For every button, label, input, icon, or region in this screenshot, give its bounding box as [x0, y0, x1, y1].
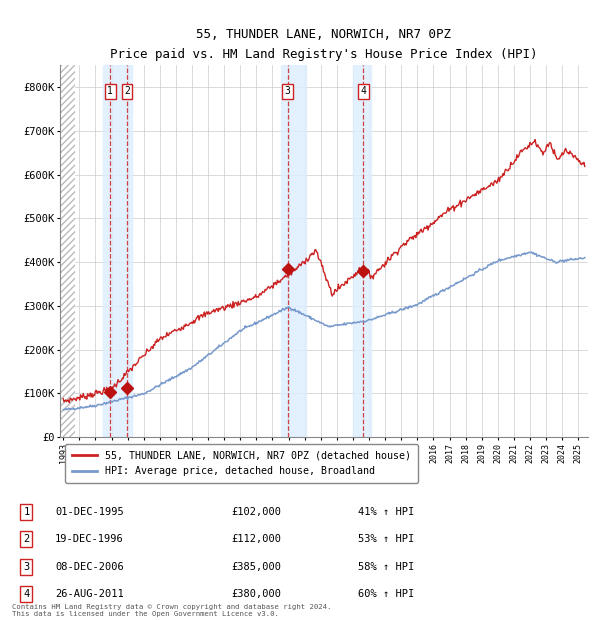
- Legend: 55, THUNDER LANE, NORWICH, NR7 0PZ (detached house), HPI: Average price, detache: 55, THUNDER LANE, NORWICH, NR7 0PZ (deta…: [65, 444, 418, 483]
- Bar: [52, 65, 75, 437]
- Text: 1: 1: [107, 86, 113, 96]
- Text: £385,000: £385,000: [231, 562, 281, 572]
- Text: 3: 3: [284, 86, 290, 96]
- Bar: [103, 65, 133, 437]
- Text: 2: 2: [124, 86, 130, 96]
- Text: £102,000: £102,000: [231, 507, 281, 517]
- Text: 58% ↑ HPI: 58% ↑ HPI: [358, 562, 414, 572]
- Text: 08-DEC-2006: 08-DEC-2006: [55, 562, 124, 572]
- Title: 55, THUNDER LANE, NORWICH, NR7 0PZ
Price paid vs. HM Land Registry's House Price: 55, THUNDER LANE, NORWICH, NR7 0PZ Price…: [110, 28, 538, 61]
- Text: £112,000: £112,000: [231, 534, 281, 544]
- Text: 19-DEC-1996: 19-DEC-1996: [55, 534, 124, 544]
- Text: 2: 2: [23, 534, 29, 544]
- Text: 60% ↑ HPI: 60% ↑ HPI: [358, 589, 414, 599]
- Text: 3: 3: [23, 562, 29, 572]
- Text: 41% ↑ HPI: 41% ↑ HPI: [358, 507, 414, 517]
- Text: 01-DEC-1995: 01-DEC-1995: [55, 507, 124, 517]
- Bar: [353, 65, 371, 437]
- Text: 26-AUG-2011: 26-AUG-2011: [55, 589, 124, 599]
- Bar: [281, 65, 306, 437]
- Text: 1: 1: [23, 507, 29, 517]
- Text: 4: 4: [23, 589, 29, 599]
- Text: 53% ↑ HPI: 53% ↑ HPI: [358, 534, 414, 544]
- Text: 4: 4: [361, 86, 367, 96]
- Text: £380,000: £380,000: [231, 589, 281, 599]
- Text: Contains HM Land Registry data © Crown copyright and database right 2024.
This d: Contains HM Land Registry data © Crown c…: [12, 604, 331, 617]
